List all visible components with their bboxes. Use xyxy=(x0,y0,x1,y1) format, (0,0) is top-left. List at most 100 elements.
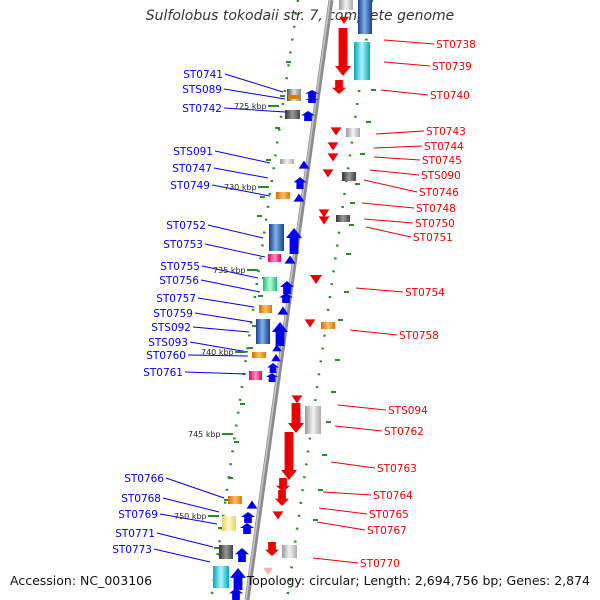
forward-gene-arrow xyxy=(305,97,319,103)
protein-domain-box xyxy=(259,305,272,313)
protein-domain-box xyxy=(252,352,266,358)
protein-domain-box xyxy=(288,95,300,99)
reverse-label-connector xyxy=(334,425,383,432)
scale-label: 750 kbp xyxy=(174,512,207,521)
protein-domain-box xyxy=(280,159,294,164)
forward-gene-arrow xyxy=(267,363,279,373)
protein-domain-box xyxy=(285,110,300,119)
protein-domain-box xyxy=(219,545,233,559)
forward-gene-label: ST0771 xyxy=(115,528,155,540)
reverse-gene-arrow xyxy=(291,395,303,404)
reverse-gene-label: STS090 xyxy=(421,170,461,182)
protein-domain-box xyxy=(305,406,321,434)
forward-gene-label: ST0757 xyxy=(156,293,196,305)
scale-labels: 725 kbp 730 kbp 735 kbp 740 kbp 745 kbp 750 k… xyxy=(174,102,279,521)
forward-label-connector xyxy=(213,167,269,179)
reverse-gene-label: ST0763 xyxy=(377,463,417,475)
reverse-gene-arrow xyxy=(332,80,346,94)
reverse-gene-label: ST0746 xyxy=(419,187,459,199)
reverse-label-connector xyxy=(330,461,376,469)
forward-gene-arrow xyxy=(246,500,258,509)
reverse-gene-arrow xyxy=(330,127,342,136)
forward-gene-label: ST0749 xyxy=(170,180,210,192)
reverse-gene-arrow xyxy=(327,142,339,151)
forward-label-connector xyxy=(200,279,261,293)
reverse-gene-label: ST0754 xyxy=(405,287,445,299)
protein-domain-box xyxy=(268,254,281,262)
reverse-gene-arrow xyxy=(272,511,284,520)
forward-gene-label: ST0741 xyxy=(183,69,223,81)
forward-gene-arrow xyxy=(241,512,255,523)
reverse-label-connector xyxy=(383,61,431,67)
reverse-gene-label: ST0762 xyxy=(384,426,424,438)
reverse-label-connector xyxy=(373,145,423,149)
reverse-label-connector xyxy=(365,226,412,238)
reverse-gene-label: ST0758 xyxy=(399,330,439,342)
forward-gene-arrow xyxy=(230,568,246,590)
forward-label-connector xyxy=(165,477,225,499)
forward-gene-arrow xyxy=(229,588,243,600)
reverse-gene-label: ST0739 xyxy=(432,61,472,73)
forward-gene-label: STS089 xyxy=(182,84,222,96)
reverse-gene-label: ST0770 xyxy=(360,558,400,570)
forward-label-connector xyxy=(189,341,249,353)
protein-domain-box xyxy=(336,215,350,222)
forward-gene-label: STS093 xyxy=(148,337,188,349)
forward-gene-arrow xyxy=(279,293,293,303)
reverse-label-connector xyxy=(337,404,387,411)
reverse-label-connector xyxy=(361,202,415,209)
reverse-gene-arrow xyxy=(327,153,339,162)
reverse-label-connector xyxy=(322,491,372,496)
forward-label-connector xyxy=(223,107,286,113)
forward-gene-arrow xyxy=(298,160,310,169)
forward-gene-label: ST0769 xyxy=(118,509,158,521)
reverse-gene-label: ST0740 xyxy=(430,90,470,102)
forward-label-connector xyxy=(224,73,284,93)
reverse-gene-arrow xyxy=(275,490,289,506)
forward-label-connector xyxy=(187,354,249,357)
reverse-label-connector xyxy=(380,89,429,96)
protein-domain-box xyxy=(276,192,290,199)
scale-label: 740 kbp xyxy=(201,348,234,357)
reverse-gene-label: ST0744 xyxy=(424,141,464,153)
forward-label-connector xyxy=(207,224,264,239)
forward-gene-label: ST0760 xyxy=(146,350,186,362)
forward-gene-label: ST0756 xyxy=(159,275,199,287)
forward-label-connector xyxy=(223,88,286,100)
scale-label: 725 kbp xyxy=(234,102,267,111)
reverse-gene-arrow xyxy=(265,542,279,556)
reverse-label-connector xyxy=(369,169,420,176)
forward-gene-label: ST0766 xyxy=(124,473,164,485)
forward-label-connector xyxy=(192,326,250,333)
reverse-gene-arrow xyxy=(318,216,330,225)
forward-label-connector xyxy=(156,532,214,548)
reverse-gene-arrow xyxy=(318,209,330,218)
reverse-label-connector xyxy=(312,557,359,564)
reverse-gene-label: ST0738 xyxy=(436,39,476,51)
forward-gene-arrow xyxy=(286,228,302,254)
reverse-label-connector xyxy=(355,287,404,293)
protein-domain-box xyxy=(269,224,284,251)
forward-gene-label: STS091 xyxy=(173,146,213,158)
reverse-gene-label: ST0767 xyxy=(367,525,407,537)
reverse-gene-arrow xyxy=(339,16,349,24)
reverse-gene-label: ST0745 xyxy=(422,155,462,167)
forward-label-connector xyxy=(201,265,259,279)
forward-label-connector xyxy=(153,548,211,563)
protein-domain-box xyxy=(354,42,370,80)
forward-gene-arrow xyxy=(284,255,296,264)
forward-label-connector xyxy=(211,184,271,197)
forward-gene-arrow xyxy=(272,344,282,352)
forward-gene-arrow xyxy=(305,90,319,98)
protein-domain-box xyxy=(222,516,236,531)
protein-domain-box xyxy=(321,322,335,329)
reverse-gene-label: ST0743 xyxy=(426,126,466,138)
forward-gene-label: STS092 xyxy=(151,322,191,334)
label-connectors xyxy=(153,39,435,564)
scale-label: 745 kbp xyxy=(188,430,221,439)
reverse-gene-label: ST0765 xyxy=(369,509,409,521)
forward-gene-label: ST0755 xyxy=(160,261,200,273)
reverse-label-connector xyxy=(349,329,398,336)
protein-domain-box xyxy=(282,545,297,558)
